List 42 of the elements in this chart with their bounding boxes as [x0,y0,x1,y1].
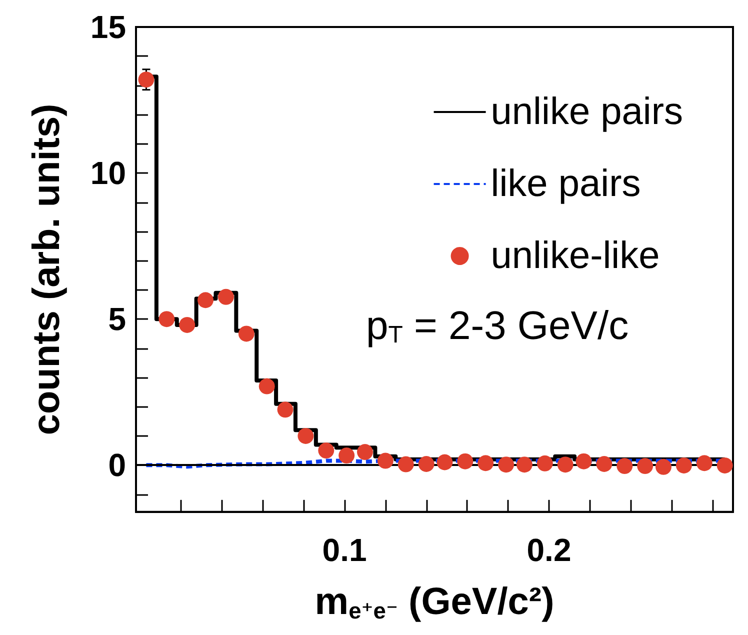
point [377,452,394,469]
y-tick-label: 5 [108,301,126,338]
y-tick-label: 10 [90,155,126,192]
point [656,458,672,475]
x-axis-title: me⁺e⁻ (GeV/c²) [314,580,554,624]
point [238,326,254,342]
point [198,292,214,308]
point [298,428,314,444]
annotation: pT = 2-3 GeV/c [366,304,629,348]
point [676,457,692,474]
point [179,316,196,333]
x-tick-label: 0.1 [322,532,367,568]
point [218,288,234,305]
point [696,455,712,472]
legend-label: unlike pairs [490,91,684,133]
point [258,378,275,394]
point [457,453,474,470]
point [557,456,574,473]
point [576,453,592,470]
point [516,456,532,473]
point [418,456,434,472]
point [436,454,453,470]
y-tick-label: 0 [108,447,126,484]
point [536,455,553,472]
x-tick-label: 0.2 [526,532,572,568]
point [158,311,175,328]
y-tick-label: 15 [90,9,126,45]
legend-label: unlike-like [490,235,660,277]
point [716,457,733,474]
point [616,458,633,474]
point [338,448,355,464]
point [478,455,494,472]
y-axis-title: counts (arb. units) [26,104,68,436]
point [357,444,373,460]
point [398,456,414,472]
legend-label: like pairs [490,163,641,205]
point [637,458,654,474]
point [596,456,612,472]
point [498,456,514,473]
point [277,402,294,418]
point [138,72,154,88]
point [318,442,334,459]
